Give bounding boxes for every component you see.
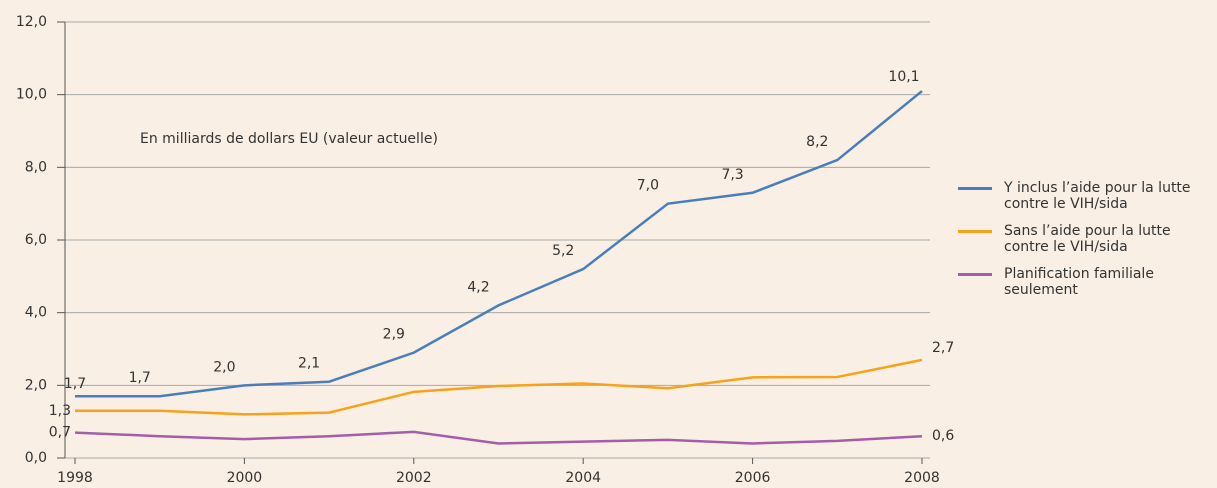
x-tick-label: 2006: [735, 470, 771, 486]
series-line: [75, 90, 923, 398]
data-label: 7,0: [637, 178, 659, 194]
data-label: 5,2: [552, 243, 574, 259]
x-tick-label: 2008: [904, 470, 940, 486]
data-label: 8,2: [806, 134, 828, 150]
series-line: [75, 358, 923, 416]
data-label: 10,1: [888, 69, 919, 85]
legend-entry: Planification familiale seulement: [958, 266, 1214, 298]
legend-label: Planification familiale seulement: [1004, 266, 1154, 298]
data-label: 2,1: [298, 356, 320, 372]
y-tick-label: 8,0: [25, 159, 47, 175]
y-tick-label: 10,0: [16, 87, 47, 103]
data-label: 1,7: [64, 376, 86, 392]
x-tick-label: 1998: [57, 470, 93, 486]
y-tick-label: 4,0: [25, 305, 47, 321]
data-label: 2,9: [383, 327, 405, 343]
series-line: [74, 430, 923, 445]
legend-swatch: [958, 273, 992, 276]
data-label: 7,3: [721, 167, 743, 183]
x-tick-label: 2004: [565, 470, 601, 486]
x-tick-label: 2002: [396, 470, 432, 486]
legend-swatch: [958, 230, 992, 233]
data-label: 1,7: [129, 370, 151, 386]
data-label: 2,0: [213, 359, 235, 375]
y-tick-label: 6,0: [25, 232, 47, 248]
data-label: 4,2: [467, 279, 489, 295]
legend-label: Sans l’aide pour la lutte contre le VIH/…: [1004, 223, 1171, 255]
legend-label: Y inclus l’aide pour la lutte contre le …: [1004, 180, 1191, 212]
annotation: En milliards de dollars EU (valeur actue…: [140, 131, 438, 147]
y-tick-label: 0,0: [25, 450, 47, 466]
y-tick-label: 12,0: [16, 14, 47, 30]
legend-entry: Sans l’aide pour la lutte contre le VIH/…: [958, 223, 1214, 255]
x-tick-label: 2000: [227, 470, 263, 486]
data-label: 2,7: [932, 340, 954, 356]
legend-swatch: [958, 187, 992, 190]
data-label: 0,7: [49, 425, 71, 441]
y-tick-label: 2,0: [25, 377, 47, 393]
data-label: 1,3: [49, 403, 71, 419]
legend-entry: Y inclus l’aide pour la lutte contre le …: [958, 180, 1214, 212]
data-label: 0,6: [932, 428, 954, 444]
